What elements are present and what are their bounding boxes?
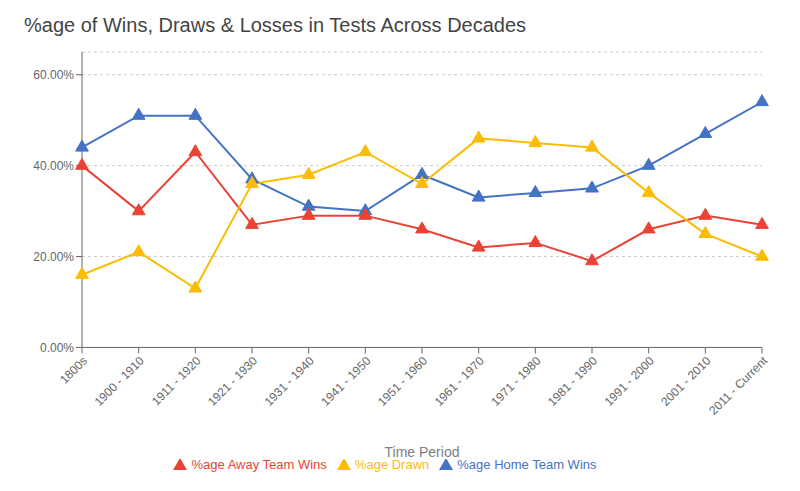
svg-text:40.00%: 40.00% [33, 159, 74, 173]
svg-text:1961 - 1970: 1961 - 1970 [432, 353, 487, 408]
svg-text:Time Period: Time Period [385, 444, 460, 460]
svg-text:1931 - 1940: 1931 - 1940 [262, 353, 317, 408]
svg-text:1971 - 1980: 1971 - 1980 [488, 353, 543, 408]
svg-text:2011 - Current: 2011 - Current [706, 353, 770, 417]
html-text:%age Away Team Wins: %age Away Team Wins [191, 457, 327, 473]
html-text:%age Drawn: %age Drawn [354, 457, 430, 473]
svg-text:1991 - 2000: 1991 - 2000 [602, 353, 657, 408]
svg-text:20.00%: 20.00% [33, 250, 74, 264]
svg-text:1911 - 1920: 1911 - 1920 [149, 353, 204, 408]
svg-text:1921 - 1930: 1921 - 1930 [205, 353, 260, 408]
svg-text:1900 - 1910: 1900 - 1910 [92, 353, 147, 408]
svg-text:1951 - 1960: 1951 - 1960 [375, 353, 430, 408]
svg-text:1981 - 1990: 1981 - 1990 [545, 353, 600, 408]
svg-text:1800s: 1800s [57, 354, 90, 387]
svg-text:0.00%: 0.00% [40, 341, 74, 355]
svg-text:60.00%: 60.00% [33, 68, 74, 82]
svg-text:1941 - 1950: 1941 - 1950 [318, 353, 373, 408]
html-text:%age Home Team Wins: %age Home Team Wins [457, 457, 597, 473]
svg-text:2001 - 2010: 2001 - 2010 [658, 353, 713, 408]
html-text:%age of Wins, Draws & Losses i: %age of Wins, Draws & Losses in Tests Ac… [24, 14, 527, 36]
